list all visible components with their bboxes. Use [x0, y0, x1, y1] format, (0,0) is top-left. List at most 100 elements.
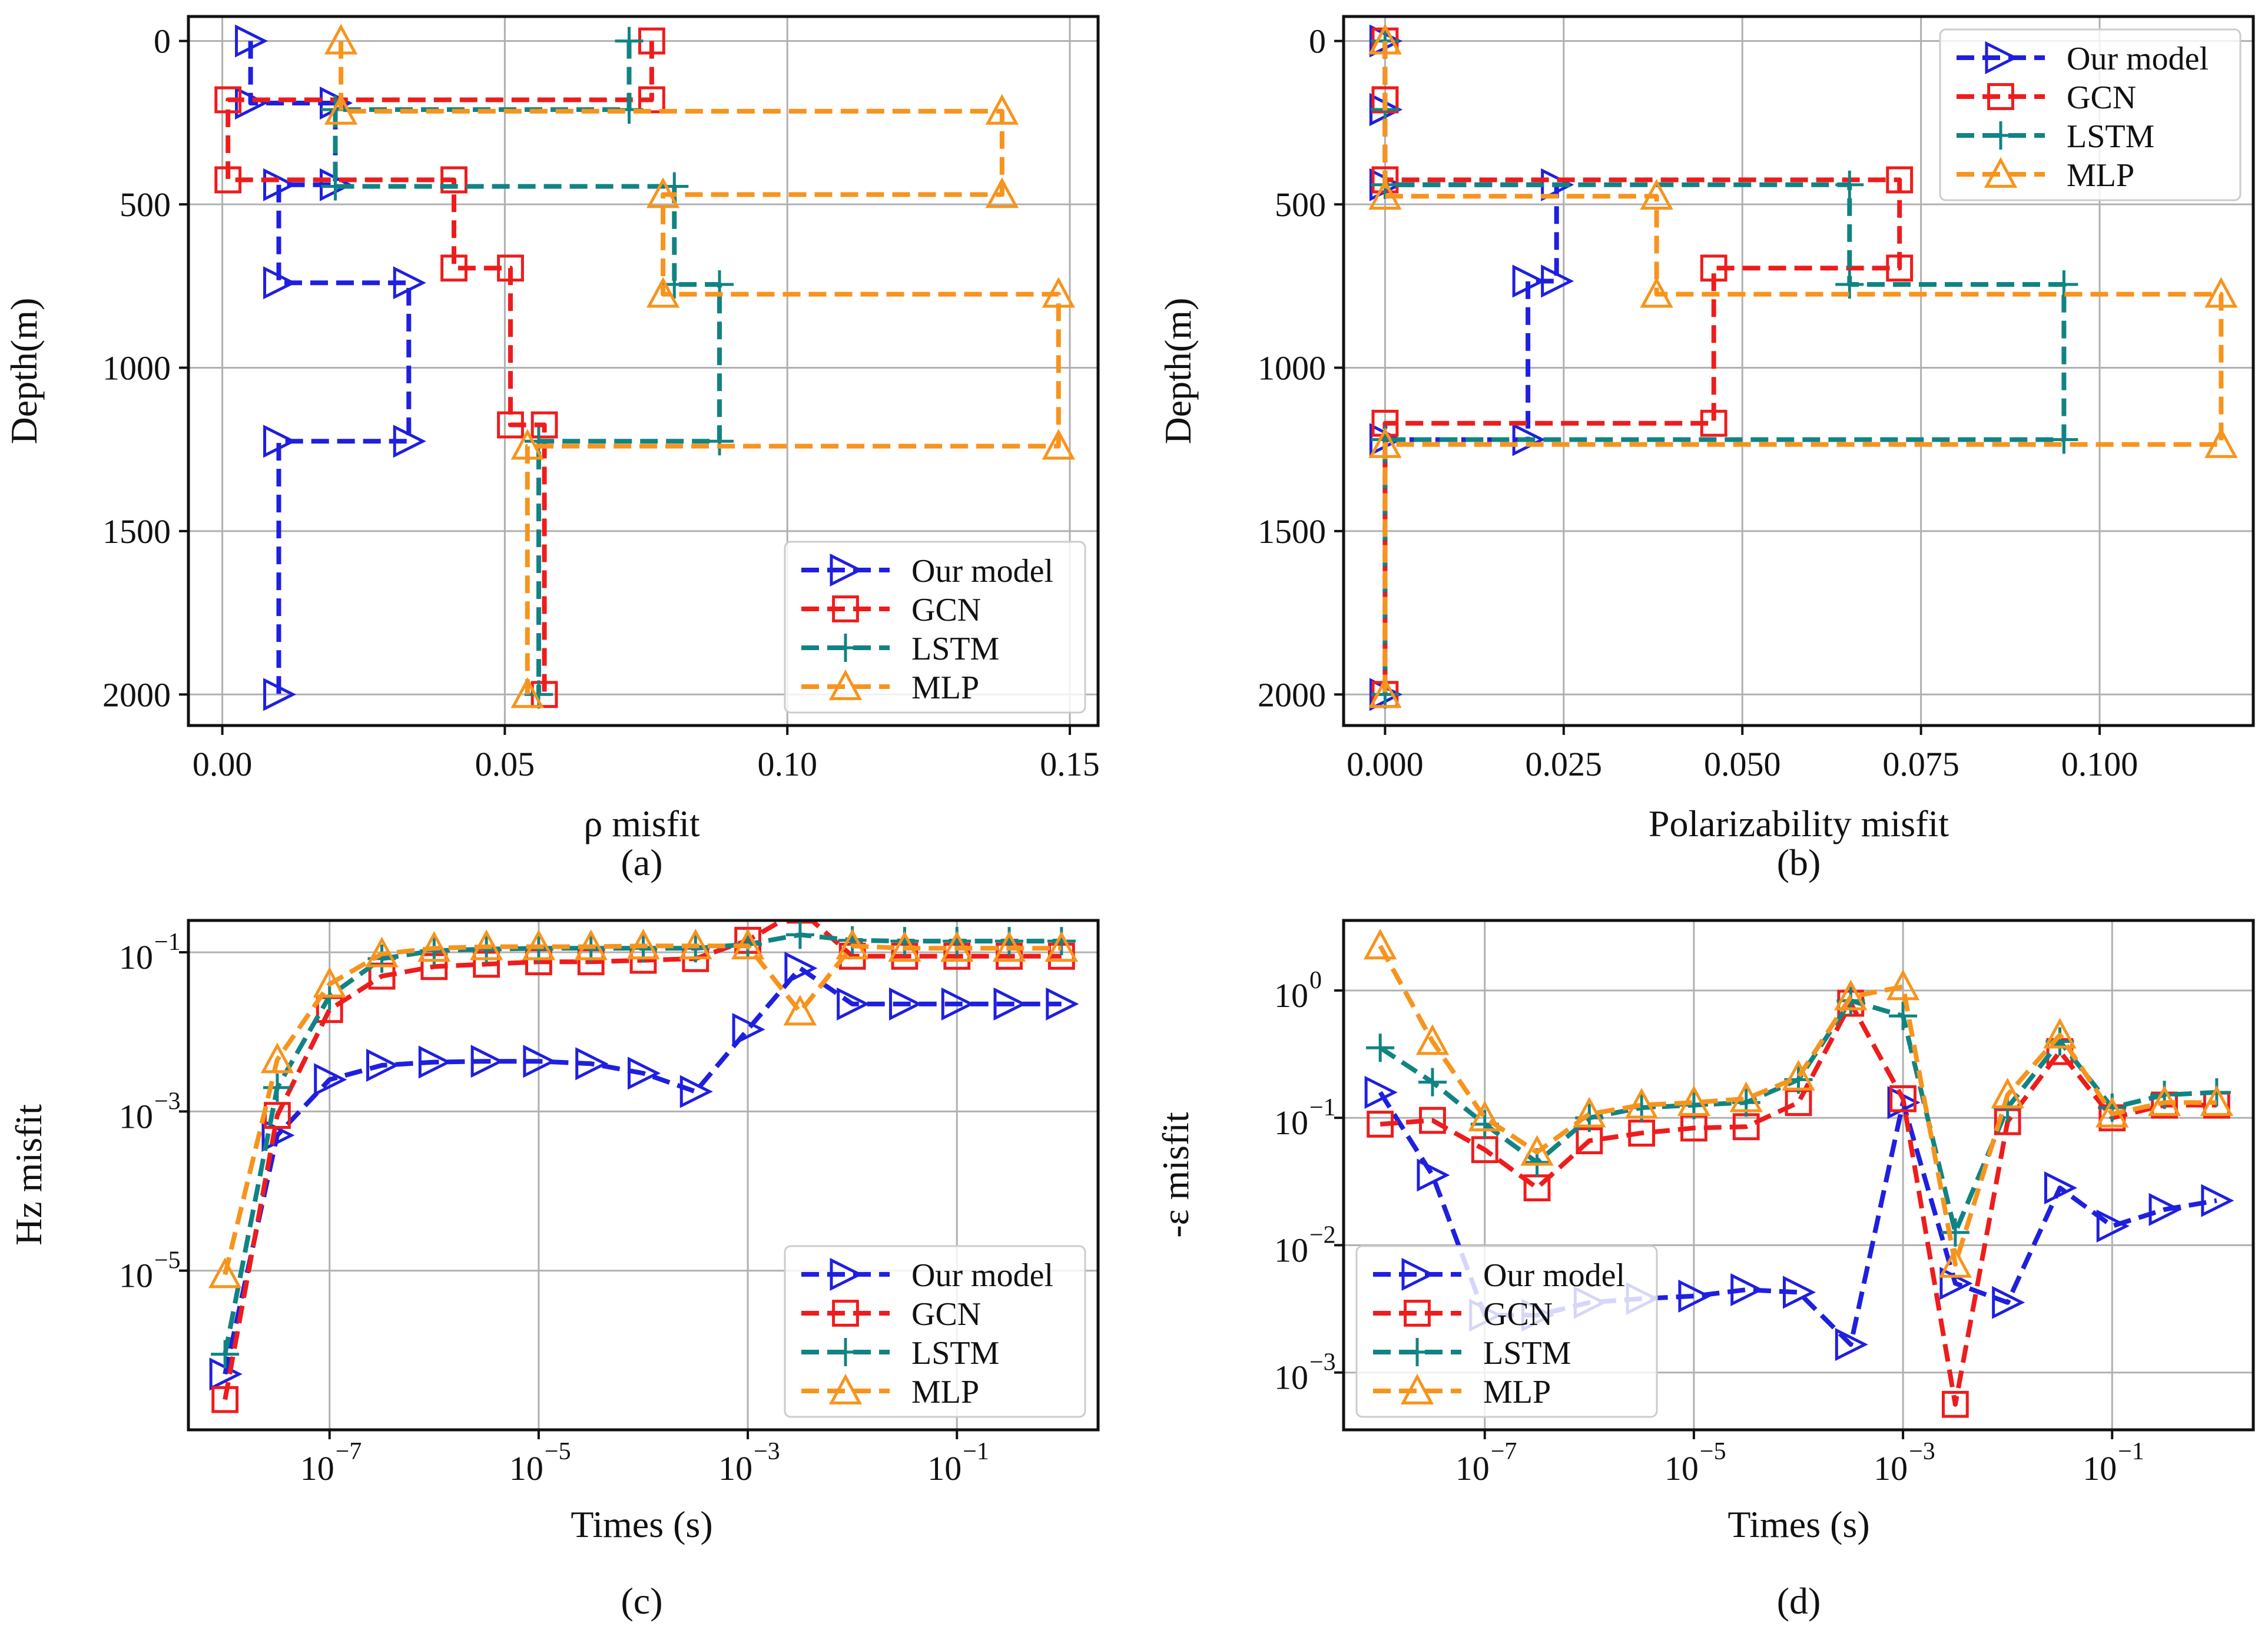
- data-point: [1520, 1135, 1554, 1166]
- data-point: [530, 681, 558, 708]
- legend-label: Our model: [911, 553, 1053, 589]
- legend-label: Our model: [1483, 1257, 1625, 1294]
- data-point: [1729, 1081, 1763, 1112]
- data-point: [784, 952, 818, 985]
- data-point: [786, 920, 814, 924]
- data-point: [235, 86, 268, 120]
- axes-frame: [187, 919, 1100, 1432]
- y-tick-label: 10: [1274, 1359, 1308, 1397]
- data-point: [1415, 1024, 1450, 1055]
- data-point: [679, 928, 712, 960]
- data-point: [1700, 409, 1727, 437]
- data-point: [1994, 1108, 2021, 1135]
- series-line-our-model: [223, 966, 1062, 1375]
- data-point: [1886, 254, 1914, 282]
- series-line-our-model: [248, 41, 412, 695]
- series-line-our-model: [1378, 1091, 2217, 1347]
- y-tick-exponent: −5: [154, 1247, 181, 1274]
- y-tick-label: 500: [1275, 186, 1326, 224]
- series-group: [208, 920, 1079, 1413]
- data-point: [1042, 277, 1076, 308]
- axes-frame: [187, 15, 1100, 727]
- data-point: [2147, 1085, 2181, 1117]
- x-tick-exponent: −7: [1491, 1438, 1517, 1465]
- data-point: [2201, 1184, 2234, 1217]
- data-point: [628, 1056, 661, 1090]
- data-point: [646, 177, 680, 208]
- data-point: [1628, 1119, 1656, 1147]
- legend-marker: [1401, 1257, 1435, 1291]
- y-tick-label: 1500: [102, 512, 171, 551]
- x-tick-label: 10: [1455, 1449, 1490, 1488]
- y-axis-label: -ε misfit: [1155, 1112, 1196, 1238]
- data-point: [1938, 1247, 1972, 1278]
- y-tick-label: 10: [1274, 1231, 1308, 1269]
- data-point: [1042, 429, 1076, 460]
- panel-b: 0.000 0.025 0.050 0.075 0.100 0 500 1000 1500 200…: [1157, 15, 2255, 883]
- legend-marker: [1985, 41, 2018, 75]
- data-point: [214, 86, 242, 114]
- x-tick-exponent: −1: [2118, 1438, 2144, 1465]
- legend-label: Our model: [2067, 41, 2209, 77]
- x-tick-exponent: −3: [754, 1438, 780, 1465]
- data-point: [1363, 928, 1397, 960]
- x-tick-label: 10: [2083, 1449, 2117, 1488]
- data-point: [211, 1386, 239, 1413]
- data-point: [626, 928, 660, 960]
- data-point: [1512, 264, 1546, 298]
- y-tick-label: 10: [119, 1097, 153, 1135]
- x-tick-label: 0.075: [1882, 745, 1959, 783]
- data-point: [1941, 1218, 1969, 1247]
- data-point: [1677, 1085, 1711, 1117]
- data-point: [235, 24, 268, 58]
- data-point: [732, 1013, 765, 1046]
- x-tick-label: 0.10: [757, 745, 817, 783]
- y-tick-exponent: −2: [1309, 1221, 1336, 1248]
- series-group: [1368, 24, 2238, 711]
- series-group: [1363, 928, 2234, 1418]
- x-tick-label: 10: [509, 1449, 543, 1488]
- data-point: [2202, 1078, 2231, 1107]
- legend-label: MLP: [1483, 1374, 1551, 1410]
- y-tick-exponent: −1: [1309, 1094, 1336, 1121]
- data-point: [1366, 1034, 1395, 1062]
- data-point: [1418, 1068, 1447, 1097]
- series-line-mlp: [339, 41, 1061, 695]
- axes-frame: [1342, 919, 2255, 1432]
- data-point: [1573, 1097, 1606, 1128]
- data-point: [1785, 1089, 1812, 1117]
- x-tick-label: 10: [718, 1449, 752, 1488]
- panel-caption: (b): [1777, 842, 1821, 883]
- data-point: [1624, 1088, 1659, 1119]
- y-tick-label: 1000: [1258, 349, 1326, 387]
- data-point: [1834, 979, 1868, 1011]
- data-point: [2043, 1018, 2077, 1049]
- data-point: [366, 1048, 400, 1082]
- legend-label: MLP: [2067, 157, 2134, 194]
- data-point: [208, 1257, 242, 1288]
- data-point: [731, 928, 765, 960]
- data-point: [1835, 1328, 1868, 1362]
- legend-marker: [832, 595, 859, 622]
- x-tick-exponent: −5: [1700, 1438, 1726, 1465]
- data-point: [440, 254, 467, 282]
- legend-marker: [830, 553, 863, 587]
- data-point: [2095, 1097, 2129, 1128]
- data-point: [888, 931, 921, 962]
- data-point: [646, 277, 680, 308]
- legend-box: [784, 541, 1086, 714]
- y-axis-label: Depth(m): [1157, 298, 1199, 445]
- data-point: [214, 166, 242, 194]
- data-point: [1640, 178, 1673, 210]
- data-point: [985, 177, 1019, 208]
- x-axis-label: ρ misfit: [583, 803, 700, 844]
- data-point: [522, 929, 556, 960]
- data-point: [1992, 1286, 2025, 1319]
- legend-marker: [1404, 1300, 1431, 1327]
- y-axis-label: Depth(m): [3, 298, 45, 445]
- series-line-lstm: [1379, 998, 2217, 1235]
